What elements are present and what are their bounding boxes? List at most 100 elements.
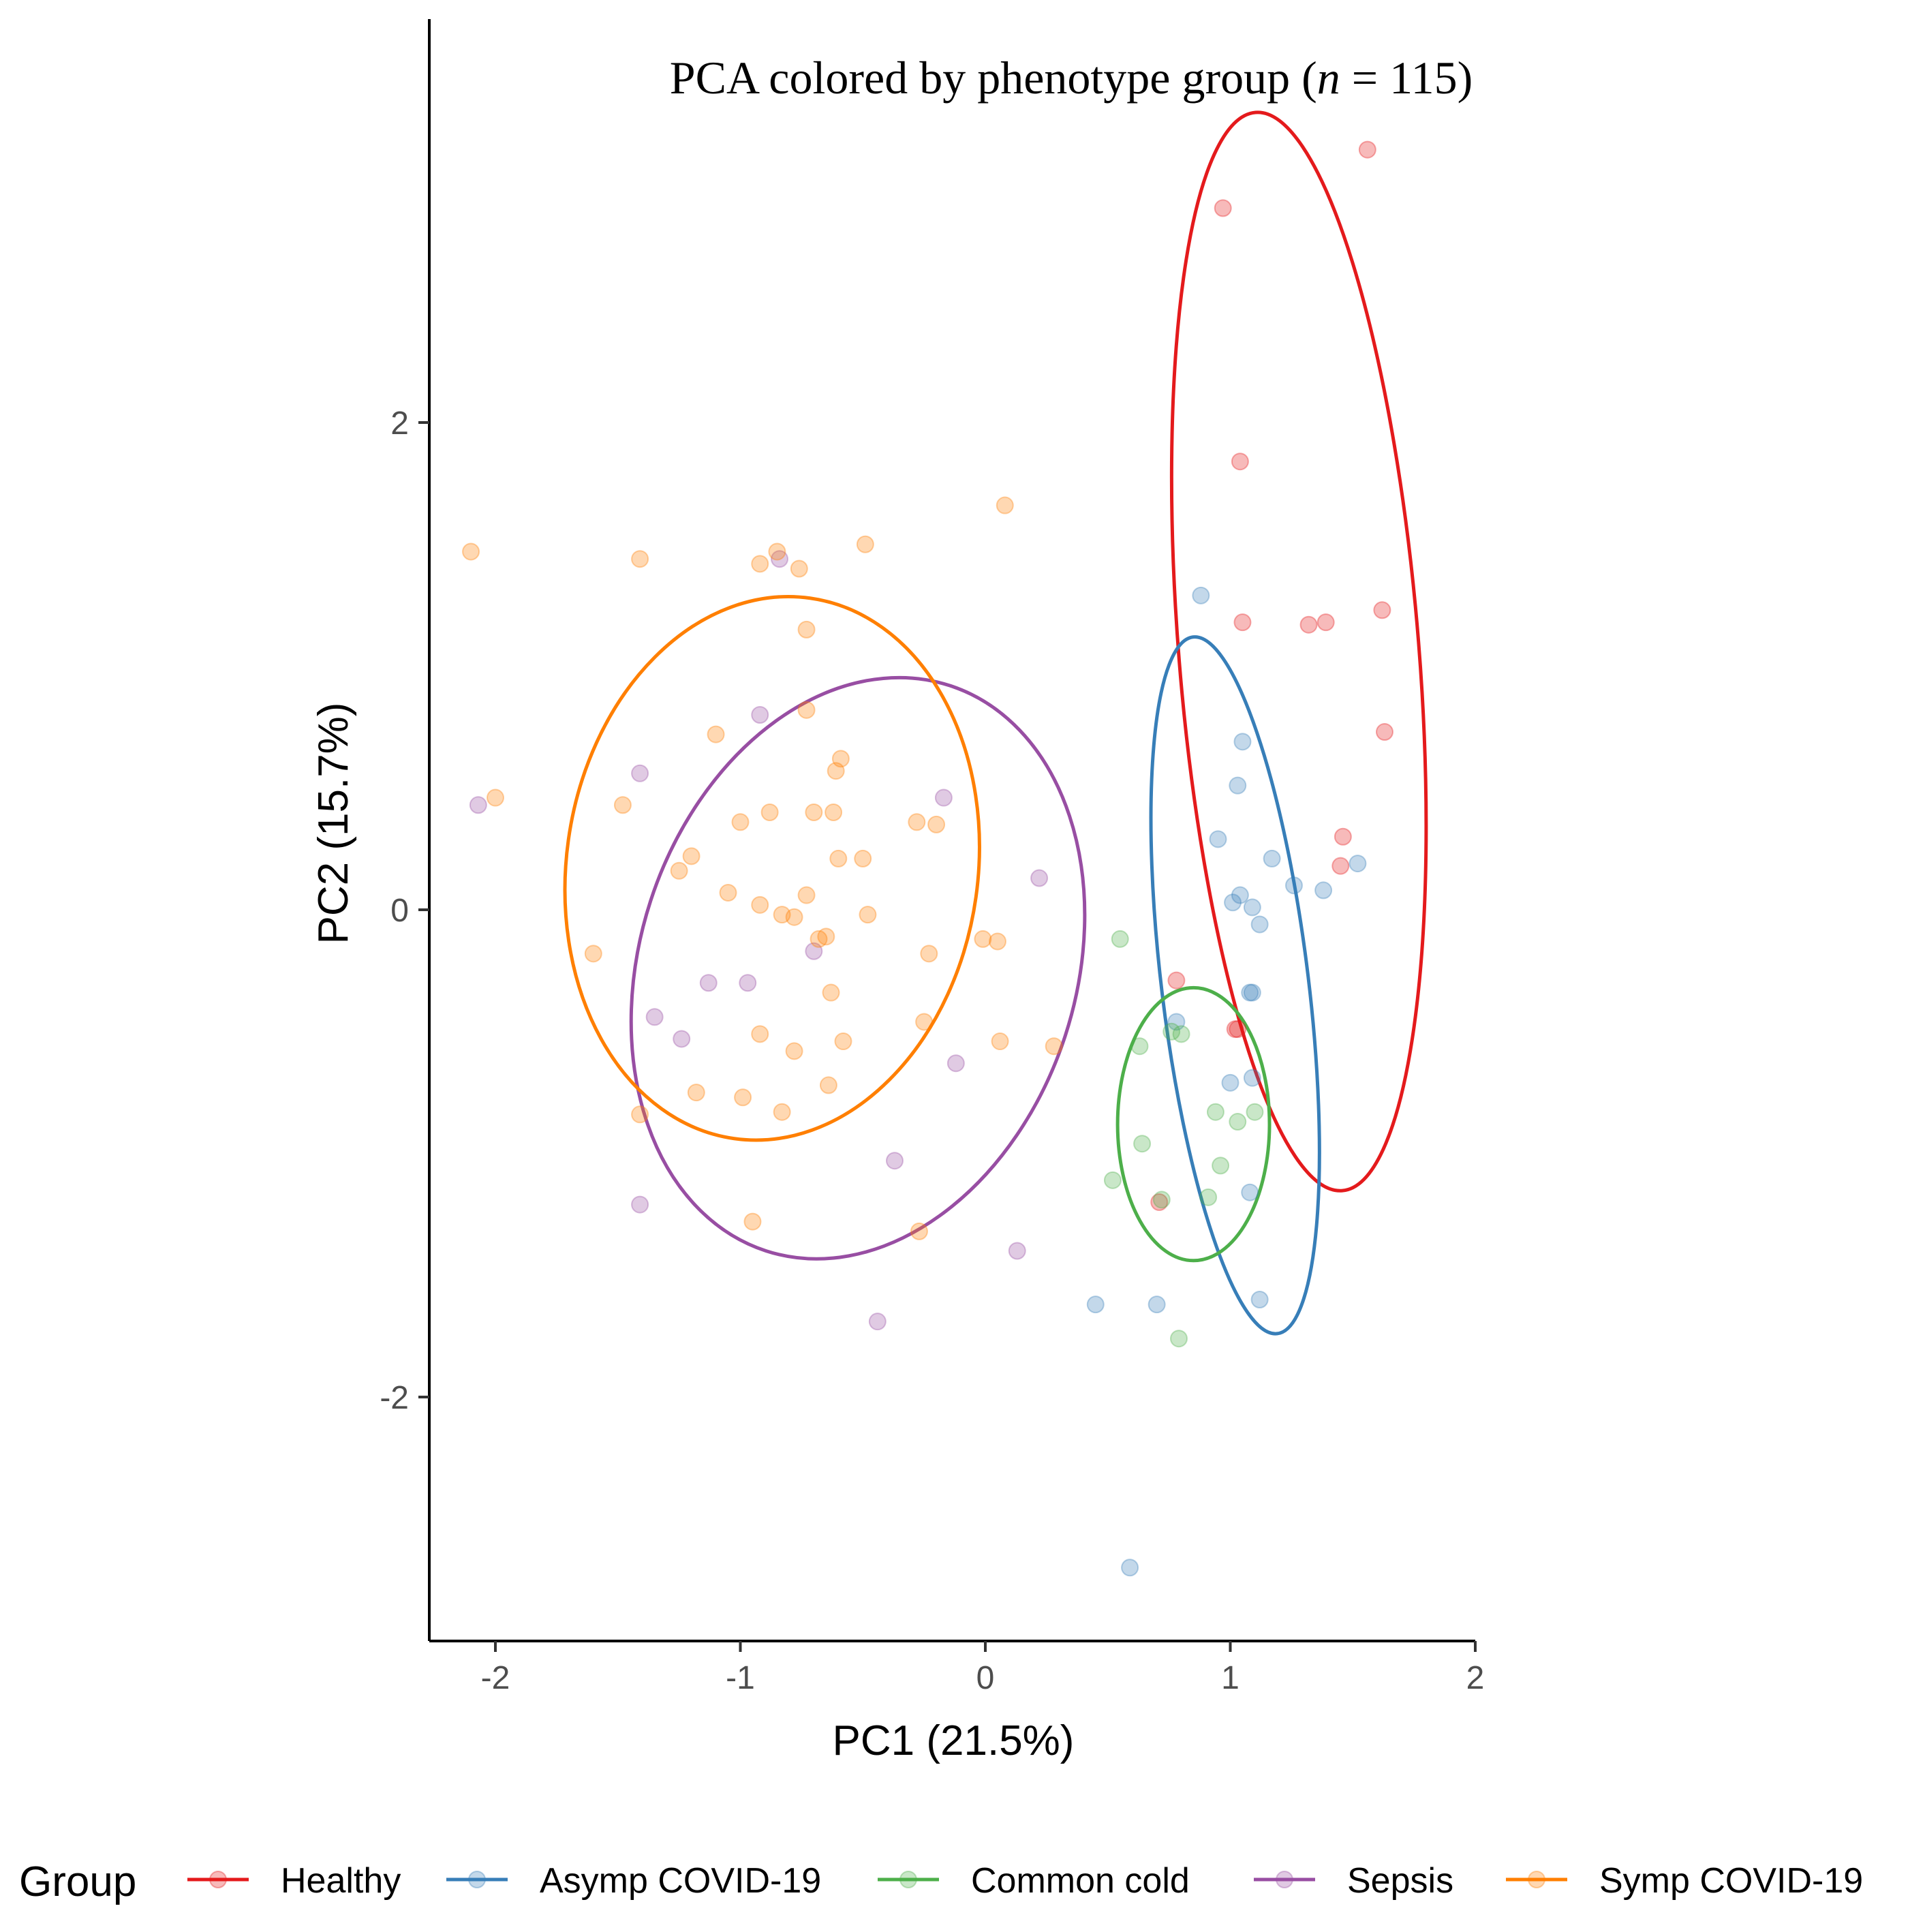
point-sepsis	[934, 788, 953, 807]
point-healthy	[1316, 613, 1335, 632]
point-healthy	[1334, 827, 1352, 846]
point-symp-covid-19	[487, 788, 504, 807]
legend-label: Common cold	[971, 1861, 1190, 1901]
point-asymp-covid-19	[1233, 733, 1252, 751]
point-symp-covid-19	[910, 1222, 928, 1240]
ellipse-common-cold	[1115, 985, 1272, 1263]
point-sepsis	[631, 1195, 649, 1214]
y-tick-label: 0	[390, 893, 409, 929]
point-sepsis	[631, 764, 649, 782]
point-healthy	[1231, 453, 1249, 471]
point-asymp-covid-19	[1209, 830, 1227, 848]
ellipse-sepsis	[629, 675, 1087, 1261]
y-tick-label: -2	[380, 1380, 409, 1416]
point-symp-covid-19	[819, 1076, 837, 1094]
point-asymp-covid-19	[1243, 983, 1261, 1002]
point-asymp-covid-19	[1241, 983, 1259, 1002]
point-symp-covid-19	[631, 1105, 649, 1124]
point-common-cold	[1212, 1156, 1230, 1175]
legend-key-point	[1528, 1871, 1545, 1888]
legend-label: Asymp COVID-19	[540, 1861, 821, 1901]
point-common-cold	[1170, 1330, 1188, 1348]
x-tick-label: -1	[726, 1660, 755, 1696]
point-asymp-covid-19	[1121, 1559, 1139, 1577]
legend-item-asymp-covid-19[interactable]: Asymp COVID-19	[446, 1861, 821, 1901]
legend-key-point	[899, 1871, 917, 1888]
point-symp-covid-19	[584, 945, 602, 963]
point-healthy	[1373, 601, 1391, 619]
legend-item-sepsis[interactable]: Sepsis	[1254, 1861, 1453, 1901]
y-ticks: -2 0 2	[380, 405, 429, 1416]
point-symp-covid-19	[785, 908, 803, 926]
legend-item-common-cold[interactable]: Common cold	[878, 1861, 1190, 1901]
point-symp-covid-19	[613, 796, 632, 814]
point-sepsis	[771, 550, 789, 568]
point-symp-covid-19	[797, 620, 816, 639]
point-asymp-covid-19	[1349, 855, 1367, 873]
legend: Group Healthy Asymp COVID-19 Common cold Se…	[19, 1858, 1863, 1905]
x-axis-title: PC1 (21.5%)	[833, 1717, 1075, 1764]
point-common-cold	[1111, 930, 1129, 948]
point-asymp-covid-19	[1284, 876, 1303, 895]
point-asymp-covid-19	[1167, 1013, 1186, 1031]
point-symp-covid-19	[974, 930, 992, 948]
point-symp-covid-19	[827, 762, 845, 780]
point-symp-covid-19	[1045, 1037, 1063, 1056]
ellipse-symp-covid-19	[563, 595, 981, 1142]
point-asymp-covid-19	[1192, 586, 1210, 604]
point-asymp-covid-19	[1243, 898, 1261, 917]
y-axis-title: PC2 (15.7%)	[310, 703, 357, 945]
point-healthy	[1167, 971, 1186, 990]
point-symp-covid-19	[773, 1103, 791, 1121]
point-sepsis	[885, 1152, 904, 1170]
point-symp-covid-19	[773, 906, 791, 924]
point-asymp-covid-19	[1243, 1069, 1261, 1087]
point-symp-covid-19	[920, 945, 938, 963]
point-asymp-covid-19	[1231, 886, 1249, 904]
legend-item-symp-covid-19[interactable]: Symp COVID-19	[1506, 1861, 1863, 1901]
points-layer	[462, 140, 1393, 1577]
x-tick-label: 0	[976, 1660, 995, 1696]
point-asymp-covid-19	[1314, 881, 1333, 900]
y-tick-label: 2	[390, 405, 409, 442]
point-symp-covid-19	[760, 803, 779, 821]
ellipse-healthy	[1169, 110, 1428, 1193]
point-sepsis	[805, 942, 823, 960]
point-healthy	[1226, 1020, 1244, 1039]
legend-title: Group	[19, 1858, 136, 1905]
point-symp-covid-19	[829, 849, 848, 868]
point-symp-covid-19	[859, 906, 877, 924]
point-sepsis	[673, 1030, 691, 1048]
point-symp-covid-19	[834, 1032, 852, 1051]
x-tick-label: 2	[1466, 1660, 1485, 1696]
point-sepsis	[645, 1008, 664, 1026]
point-symp-covid-19	[670, 861, 688, 880]
point-symp-covid-19	[790, 559, 808, 578]
point-common-cold	[1172, 1025, 1190, 1043]
point-symp-covid-19	[797, 701, 816, 719]
point-healthy	[1150, 1193, 1169, 1211]
point-symp-covid-19	[631, 550, 649, 568]
legend-label: Symp COVID-19	[1599, 1861, 1863, 1901]
point-symp-covid-19	[751, 1025, 769, 1043]
point-asymp-covid-19	[1147, 1295, 1166, 1314]
point-asymp-covid-19	[1250, 1291, 1269, 1308]
plot-area	[462, 110, 1428, 1577]
point-symp-covid-19	[991, 1032, 1009, 1051]
x-ticks: -2 -1 0 1 2	[481, 1641, 1485, 1696]
point-symp-covid-19	[854, 849, 872, 868]
point-symp-covid-19	[988, 932, 1006, 951]
point-symp-covid-19	[927, 815, 946, 833]
point-sepsis	[1008, 1242, 1026, 1260]
point-symp-covid-19	[915, 1013, 934, 1031]
point-asymp-covid-19	[1229, 776, 1247, 795]
point-common-cold	[1246, 1103, 1264, 1121]
legend-item-healthy[interactable]: Healthy	[187, 1861, 401, 1901]
point-asymp-covid-19	[1241, 1183, 1259, 1201]
point-symp-covid-19	[822, 983, 840, 1002]
point-symp-covid-19	[734, 1088, 752, 1107]
plot-title: PCA colored by phenotype group (n = 115)	[670, 52, 1473, 104]
point-healthy	[1299, 615, 1318, 634]
point-symp-covid-19	[810, 930, 828, 948]
